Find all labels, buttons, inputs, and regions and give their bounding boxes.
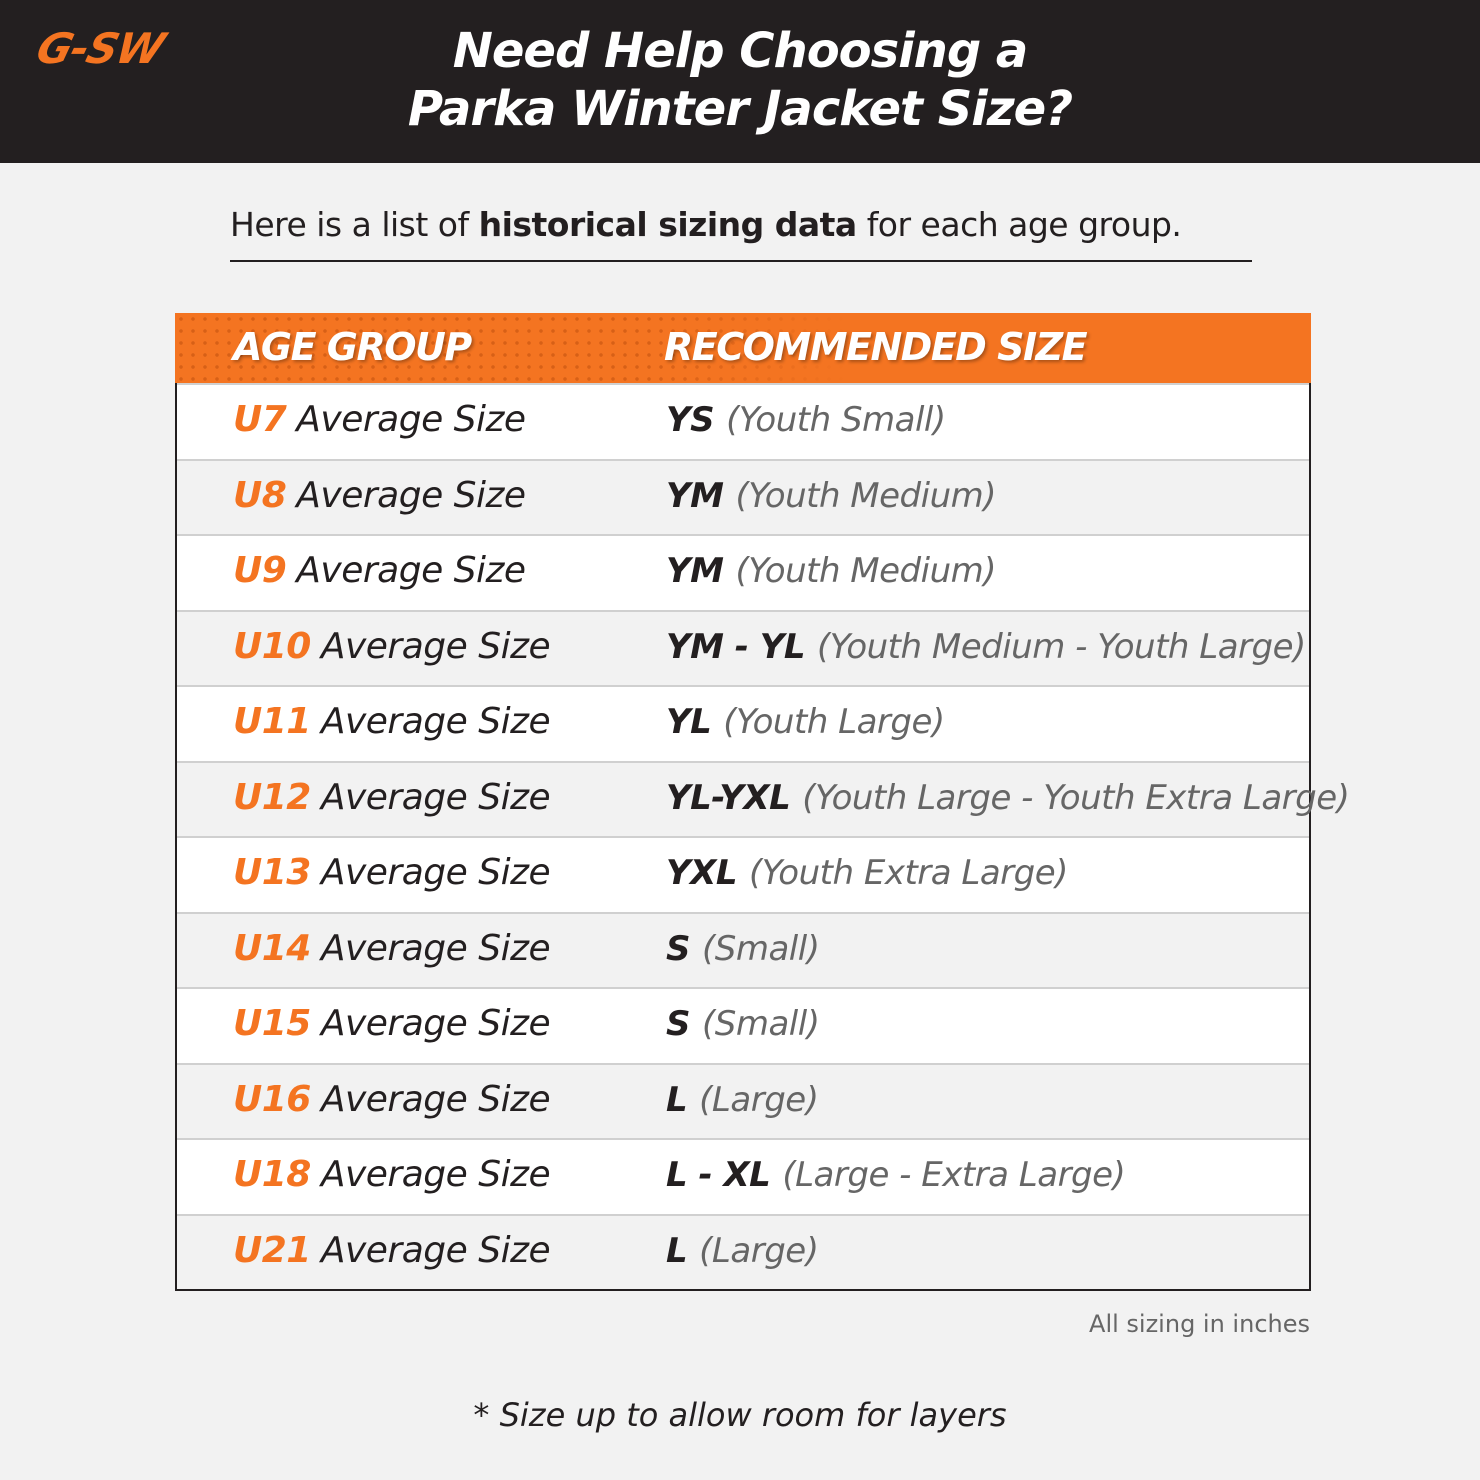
- size-abbr: S: [666, 928, 691, 969]
- table-row: U21 Average Size L (Large): [177, 1213, 1309, 1289]
- recommended-size-cell: YL-YXL (Youth Large - Youth Extra Large): [666, 777, 1350, 818]
- age-group-cell: U16 Average Size: [233, 1078, 551, 1120]
- size-abbr: YS: [666, 400, 715, 440]
- recommended-size-cell: L (Large): [666, 1079, 819, 1120]
- intro-suffix: for each age group.: [856, 205, 1182, 244]
- table-row: U12 Average Size YL-YXL (Youth Large - You…: [177, 760, 1350, 836]
- column-header-age-group: AGE GROUP: [233, 325, 472, 369]
- age-group-cell: U15 Average Size: [233, 1003, 551, 1044]
- size-full: (Youth Medium): [735, 475, 997, 516]
- table-row: U18 Average Size L - XL (Large - Extra Lar…: [177, 1138, 1309, 1214]
- age-code: U10: [233, 625, 311, 667]
- age-label: Average Size: [296, 399, 526, 440]
- recommended-size-cell: YS (Youth Small): [666, 400, 946, 440]
- table-row: U11 Average Size YL (Youth Large): [177, 685, 1309, 761]
- age-label: Average Size: [320, 1078, 551, 1120]
- size-abbr: YL: [666, 702, 712, 742]
- intro-text: Here is a list of historical sizing data…: [230, 205, 1252, 262]
- age-label: Average Size: [320, 927, 551, 969]
- age-code: U9: [233, 550, 287, 591]
- table-body: U7 Average Size YS (Youth Small) U8 Average …: [175, 383, 1350, 1291]
- age-group-cell: U11 Average Size: [233, 701, 551, 742]
- age-label: Average Size: [296, 550, 526, 591]
- age-code: U15: [233, 1003, 311, 1044]
- age-code: U18: [233, 1154, 311, 1195]
- age-code: U12: [233, 776, 311, 818]
- recommended-size-cell: YXL (Youth Extra Large): [666, 853, 1068, 893]
- age-code: U13: [233, 852, 311, 893]
- age-label: Average Size: [296, 474, 526, 516]
- age-label: Average Size: [320, 625, 551, 667]
- recommended-size-cell: YL (Youth Large): [666, 702, 945, 742]
- age-group-cell: U14 Average Size: [233, 927, 551, 969]
- size-full: (Youth Medium - Youth Large): [817, 626, 1306, 667]
- size-abbr: L - XL: [666, 1155, 771, 1195]
- age-code: U16: [233, 1078, 311, 1120]
- age-code: U14: [233, 927, 311, 969]
- recommended-size-cell: YM - YL (Youth Medium - Youth Large): [666, 627, 1306, 667]
- size-table: AGE GROUP RECOMMENDED SIZE U7 Average Siz…: [175, 313, 1350, 1291]
- age-group-cell: U7 Average Size: [233, 399, 526, 440]
- table-row: U9 Average Size YM (Youth Medium): [177, 534, 1309, 610]
- size-full: (Youth Large): [723, 702, 945, 742]
- size-abbr: YM: [666, 475, 724, 516]
- age-label: Average Size: [320, 1003, 551, 1044]
- title-line-2: Parka Winter Jacket Size?: [407, 81, 1073, 137]
- size-full: (Youth Extra Large): [749, 853, 1068, 893]
- size-full: (Small): [702, 1004, 820, 1044]
- age-group-cell: U21 Average Size: [233, 1229, 551, 1271]
- size-abbr: YXL: [666, 853, 738, 893]
- recommended-size-cell: S (Small): [666, 928, 820, 969]
- table-row: U14 Average Size S (Small): [177, 911, 1309, 987]
- age-group-cell: U10 Average Size: [233, 625, 551, 667]
- title-line-1: Need Help Choosing a: [452, 23, 1029, 79]
- table-row: U15 Average Size S (Small): [177, 987, 1309, 1063]
- size-abbr: YM - YL: [666, 626, 806, 667]
- recommended-size-cell: S (Small): [666, 1004, 820, 1044]
- units-note: All sizing in inches: [1089, 1310, 1310, 1338]
- age-code: U7: [233, 399, 287, 440]
- age-group-cell: U8 Average Size: [233, 475, 526, 516]
- age-label: Average Size: [320, 1154, 551, 1195]
- size-abbr: L: [666, 1230, 688, 1271]
- recommended-size-cell: L - XL (Large - Extra Large): [666, 1155, 1126, 1195]
- size-full: (Large): [699, 1230, 819, 1271]
- recommended-size-cell: YM (Youth Medium): [666, 475, 997, 516]
- age-code: U11: [233, 701, 311, 742]
- age-label: Average Size: [320, 701, 551, 742]
- age-code: U21: [233, 1229, 311, 1271]
- size-full: (Small): [702, 928, 820, 969]
- size-full: (Large): [699, 1079, 819, 1120]
- age-group-cell: U18 Average Size: [233, 1154, 551, 1195]
- recommended-size-cell: YM (Youth Medium): [666, 551, 997, 591]
- size-abbr: YL-YXL: [666, 777, 791, 818]
- size-abbr: YM: [666, 551, 724, 591]
- table-row: U13 Average Size YXL (Youth Extra Large): [177, 836, 1309, 912]
- age-code: U8: [233, 474, 287, 516]
- page-title: Need Help Choosing a Parka Winter Jacket…: [0, 22, 1480, 138]
- footer-note: * Size up to allow room for layers: [473, 1396, 1007, 1434]
- size-full: (Large - Extra Large): [782, 1155, 1126, 1195]
- size-full: (Youth Small): [726, 400, 946, 440]
- age-label: Average Size: [320, 776, 551, 818]
- recommended-size-cell: L (Large): [666, 1230, 819, 1271]
- table-row: U16 Average Size L (Large): [177, 1062, 1309, 1138]
- size-full: (Youth Large - Youth Extra Large): [802, 777, 1350, 818]
- age-label: Average Size: [320, 852, 551, 893]
- column-header-recommended-size: RECOMMENDED SIZE: [664, 325, 1088, 369]
- size-abbr: L: [666, 1079, 688, 1120]
- intro-bold: historical sizing data: [478, 205, 858, 244]
- age-group-cell: U13 Average Size: [233, 852, 551, 893]
- header-banner: G-SW Need Help Choosing a Parka Winter J…: [0, 0, 1480, 163]
- age-label: Average Size: [320, 1229, 551, 1271]
- intro-prefix: Here is a list of: [230, 205, 479, 244]
- size-abbr: S: [666, 1004, 691, 1044]
- size-full: (Youth Medium): [735, 551, 997, 591]
- table-row: U7 Average Size YS (Youth Small): [177, 383, 1309, 459]
- table-row: U8 Average Size YM (Youth Medium): [177, 458, 1309, 534]
- table-header: AGE GROUP RECOMMENDED SIZE: [175, 313, 1311, 383]
- table-row: U10 Average Size YM - YL (Youth Medium - Y…: [177, 609, 1309, 685]
- age-group-cell: U9 Average Size: [233, 550, 526, 591]
- age-group-cell: U12 Average Size: [233, 776, 551, 818]
